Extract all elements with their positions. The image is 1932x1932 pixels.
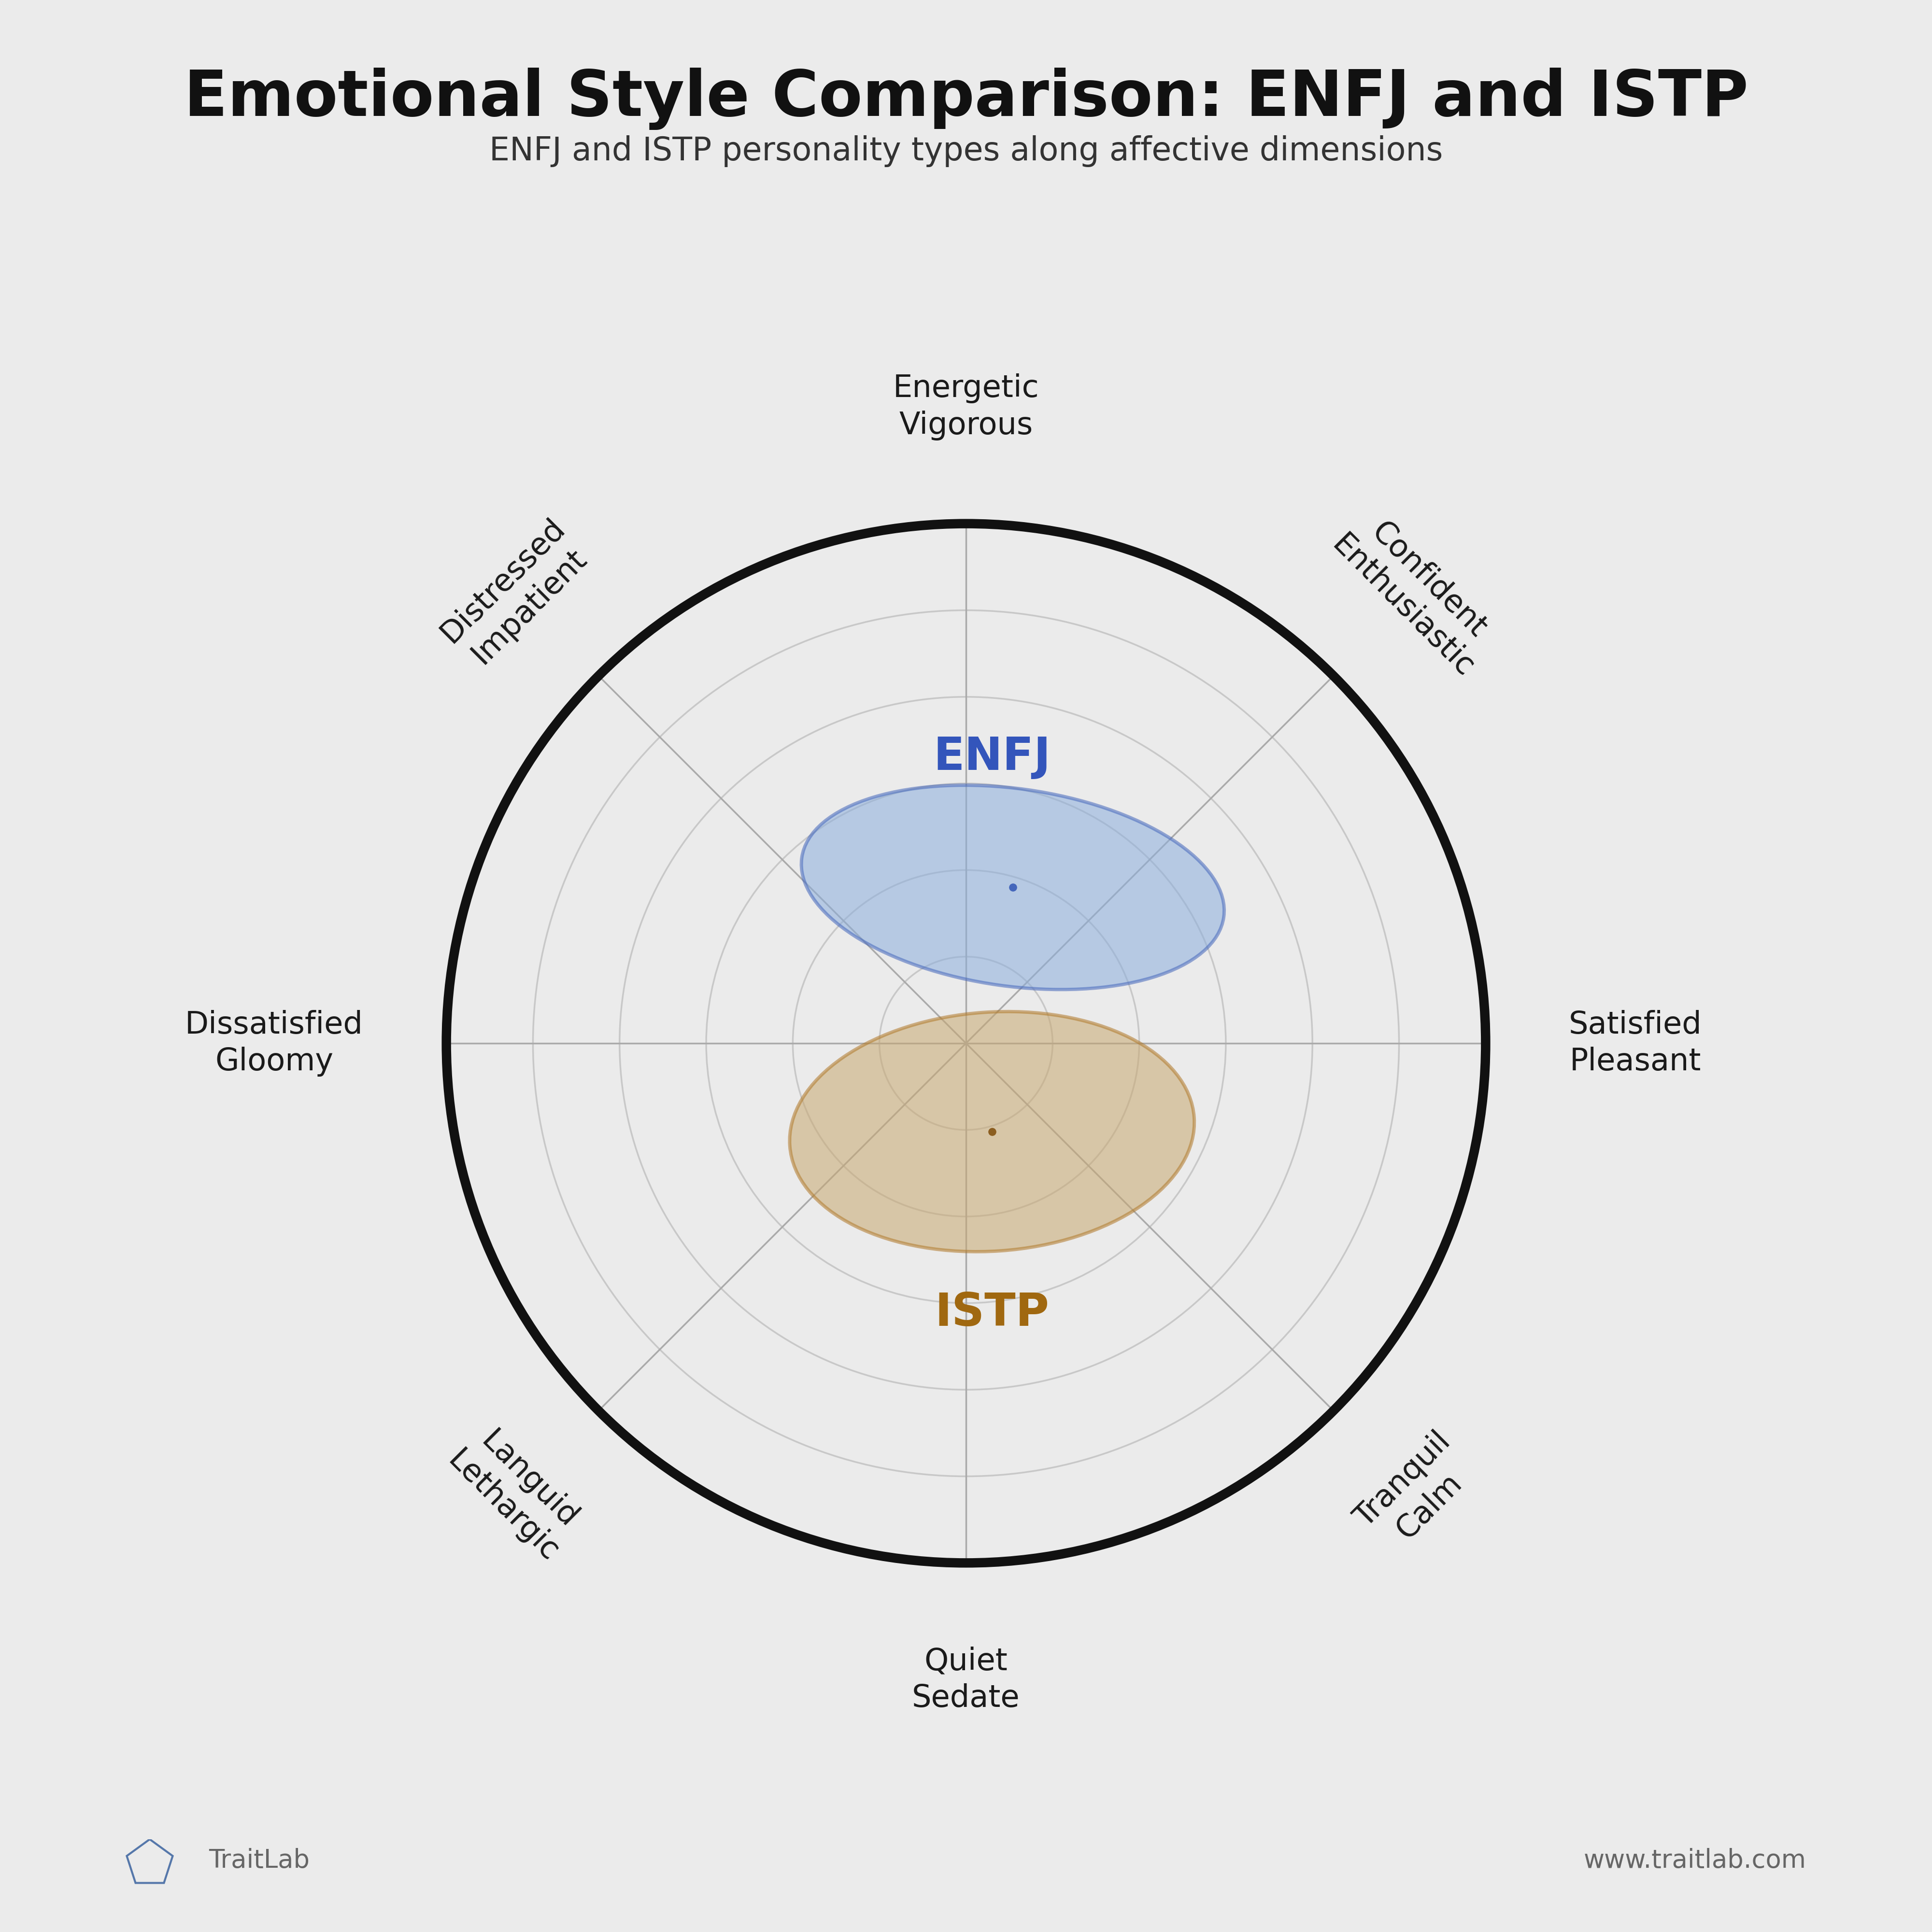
Ellipse shape xyxy=(790,1012,1194,1252)
Text: Emotional Style Comparison: ENFJ and ISTP: Emotional Style Comparison: ENFJ and IST… xyxy=(184,68,1748,129)
Text: ISTP: ISTP xyxy=(935,1291,1049,1335)
Text: Dissatisfied
Gloomy: Dissatisfied Gloomy xyxy=(185,1010,363,1076)
Text: Distressed
Impatient: Distressed Impatient xyxy=(435,512,597,674)
Text: www.traitlab.com: www.traitlab.com xyxy=(1584,1847,1806,1874)
Text: TraitLab: TraitLab xyxy=(209,1847,309,1874)
Text: Satisfied
Pleasant: Satisfied Pleasant xyxy=(1569,1010,1702,1076)
Text: Confident
Enthusiastic: Confident Enthusiastic xyxy=(1325,504,1505,684)
Text: Tranquil
Calm: Tranquil Calm xyxy=(1349,1426,1482,1559)
Text: ENFJ: ENFJ xyxy=(933,736,1051,781)
Text: Energetic
Vigorous: Energetic Vigorous xyxy=(893,373,1039,440)
Text: Languid
Lethargic: Languid Lethargic xyxy=(442,1418,591,1567)
Point xyxy=(976,1117,1007,1148)
Point xyxy=(997,871,1028,902)
Ellipse shape xyxy=(802,784,1225,989)
Text: ENFJ and ISTP personality types along affective dimensions: ENFJ and ISTP personality types along af… xyxy=(489,135,1443,168)
Text: Quiet
Sedate: Quiet Sedate xyxy=(912,1646,1020,1714)
